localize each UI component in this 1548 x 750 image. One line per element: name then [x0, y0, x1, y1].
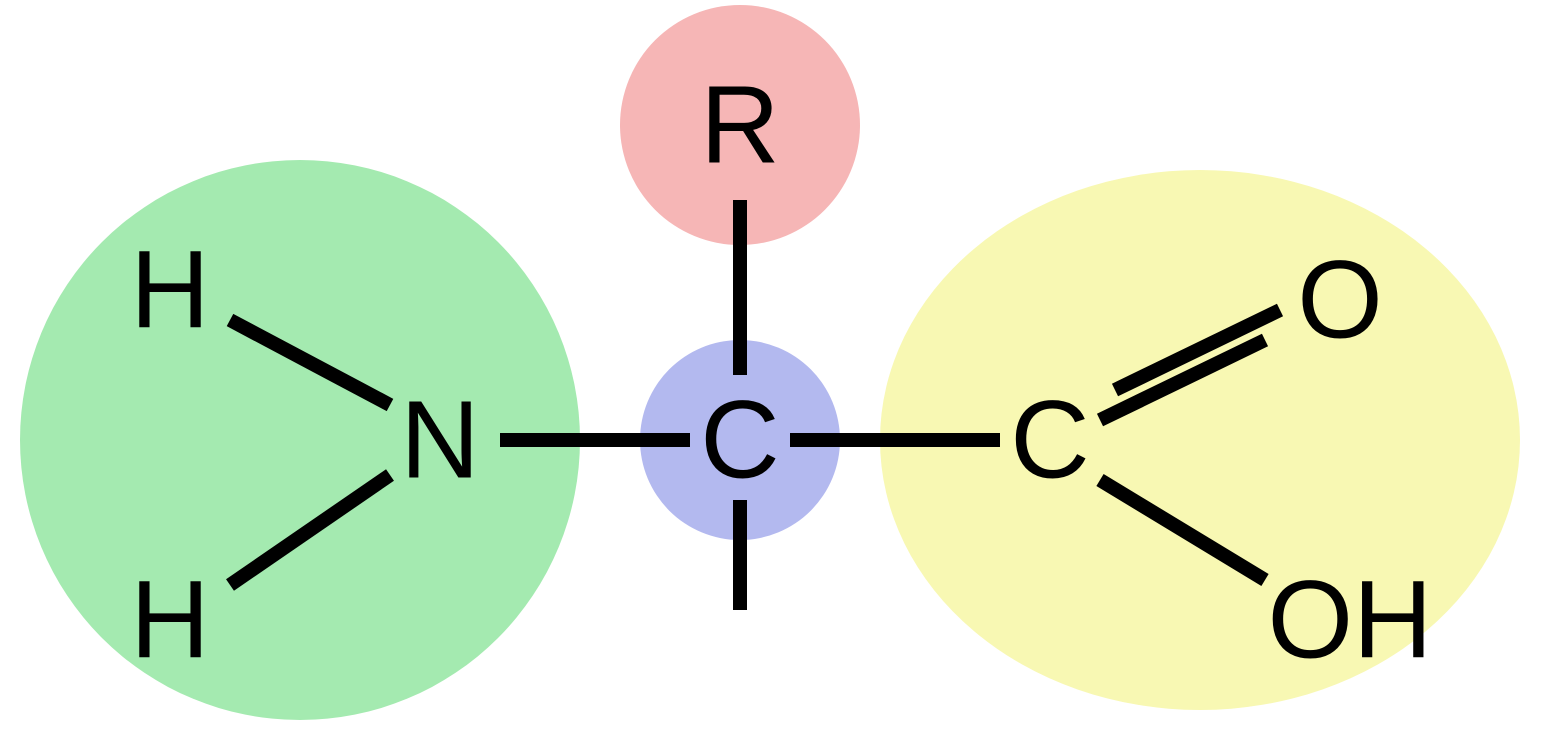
- amine-group: [20, 160, 580, 720]
- amino-acid-diagram: H H N R C C O OH: [0, 0, 1548, 750]
- atom-OH: OH: [1268, 559, 1433, 682]
- atom-Ca: C: [700, 379, 779, 502]
- atom-Cc: C: [1010, 379, 1089, 502]
- atom-H1: H: [130, 229, 209, 352]
- atom-H2: H: [130, 559, 209, 682]
- atom-N: N: [400, 379, 479, 502]
- atom-O: O: [1297, 239, 1383, 362]
- atom-R: R: [700, 64, 779, 187]
